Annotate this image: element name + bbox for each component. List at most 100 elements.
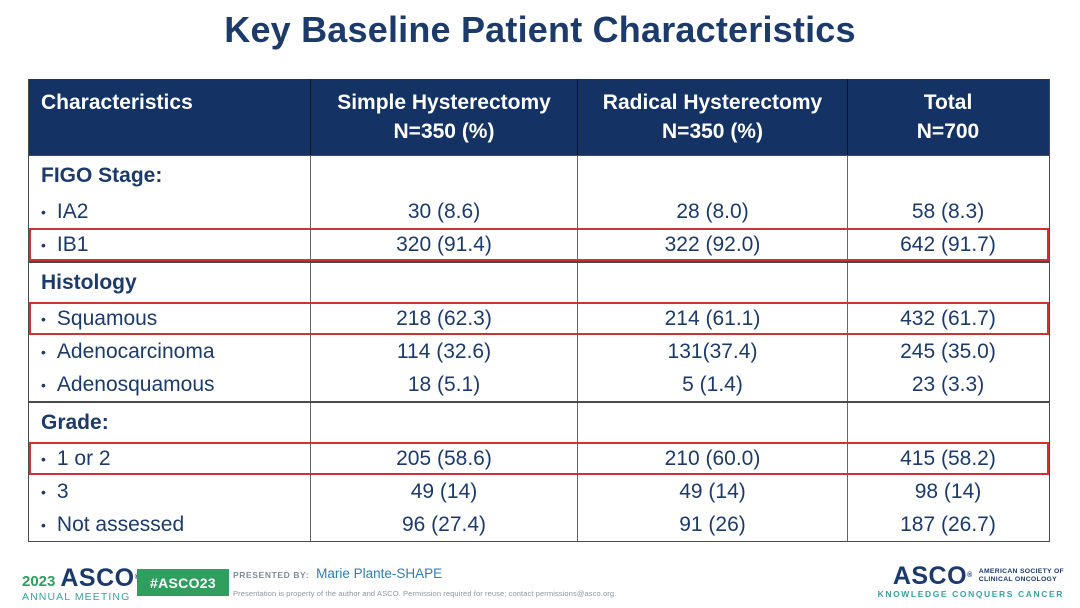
cell-characteristic: Grade: (29, 403, 311, 442)
society-name-line1: AMERICAN SOCIETY OF (978, 567, 1064, 575)
cell-value (848, 263, 1048, 302)
cell-value: 114 (32.6) (311, 335, 578, 368)
cell-value (311, 156, 578, 195)
cell-characteristic: • Not assessed (29, 508, 311, 541)
cell-characteristic: • 1 or 2 (29, 442, 311, 475)
table-section: FIGO Stage: • IA2 30 (8.6) 28 (8.0) 58 (8.3) •… (29, 156, 1049, 261)
row-label: 1 or 2 (56, 446, 111, 470)
asco-wordmark-right: ASCO® (892, 562, 973, 590)
row-label: 3 (56, 479, 69, 503)
header-total: Total N=700 (848, 79, 1048, 155)
table-row: • Not assessed 96 (27.4) 91 (26) 187 (26.7) (29, 508, 1049, 541)
row-label: Adenosquamous (56, 372, 215, 396)
header-characteristics: Characteristics (29, 79, 311, 155)
cell-characteristic: • IB1 (29, 228, 311, 261)
header-radical-line1: Radical Hysterectomy (602, 91, 823, 114)
header-total-line1: Total (923, 91, 973, 114)
table-section: Grade: • 1 or 2 205 (58.6) 210 (60.0) 415 (58… (29, 401, 1049, 541)
disclaimer-text: Presentation is property of the author a… (233, 589, 617, 598)
cell-characteristic: • Squamous (29, 302, 311, 335)
cell-value (848, 156, 1048, 195)
cell-value: 91 (26) (578, 508, 848, 541)
cell-value: 415 (58.2) (900, 446, 996, 470)
society-name: AMERICAN SOCIETY OF CLINICAL ONCOLOGY (979, 568, 1064, 585)
header-simple-line2: N=350 (%) (393, 120, 495, 143)
hashtag-badge: #ASCO23 (137, 569, 229, 596)
slide-title: Key Baseline Patient Characteristics (224, 9, 856, 50)
cell-value (848, 403, 1048, 442)
cell-value: 30 (8.6) (311, 195, 578, 228)
cell-value: 23 (3.3) (911, 372, 985, 396)
section-label-row: Histology (29, 263, 1049, 302)
cell-characteristic: Histology (29, 263, 311, 302)
cell-value: 245 (35.0) (900, 339, 996, 363)
cell-characteristic: • 3 (29, 475, 311, 508)
bullet-icon: • (41, 483, 46, 500)
cell-value: 96 (27.4) (311, 508, 578, 541)
table-row: • Adenosquamous 18 (5.1) 5 (1.4) 23 (3.3) (29, 368, 1049, 401)
table-row: • Adenocarcinoma 114 (32.6) 131(37.4) 245 (3… (29, 335, 1049, 368)
table-section: Histology • Squamous 218 (62.3) 214 (61.1) 43… (29, 261, 1049, 401)
bullet-icon: • (41, 376, 46, 393)
cell-value: 28 (8.0) (578, 195, 848, 228)
bullet-icon: • (41, 343, 46, 360)
cell-characteristic: • Adenocarcinoma (29, 335, 311, 368)
row-label: Adenocarcinoma (56, 339, 215, 363)
table-row: • IA2 30 (8.6) 28 (8.0) 58 (8.3) (29, 195, 1049, 228)
cell-value (578, 403, 848, 442)
presented-by-block: PRESENTED BY: Marie Plante-SHAPE (233, 566, 442, 581)
cell-value (311, 263, 578, 302)
characteristics-table: Characteristics Simple Hysterectomy N=35… (28, 79, 1050, 542)
cell-value: 49 (14) (578, 475, 848, 508)
presenter-name: Marie Plante-SHAPE (316, 566, 443, 581)
cell-value: 5 (1.4) (578, 368, 848, 401)
cell-value: 131(37.4) (578, 335, 848, 368)
table-row: • Squamous 218 (62.3) 214 (61.1) 432 (61.7) (29, 302, 1049, 335)
table-row: • IB1 320 (91.4) 322 (92.0) 642 (91.7) (29, 228, 1049, 261)
cell-value: 205 (58.6) (311, 442, 578, 475)
cell-value: 187 (26.7) (900, 512, 996, 536)
cell-value: 18 (5.1) (311, 368, 578, 401)
cell-value: 642 (91.7) (900, 232, 996, 256)
cell-value (311, 403, 578, 442)
table-header-row: Characteristics Simple Hysterectomy N=35… (29, 79, 1049, 156)
asco-society-logo: ASCO® AMERICAN SOCIETY OF CLINICAL ONCOL… (877, 562, 1064, 600)
cell-value: 98 (14) (914, 479, 982, 503)
asco-tagline: KNOWLEDGE CONQUERS CANCER (877, 589, 1064, 599)
cell-value: 58 (8.3) (911, 199, 985, 223)
section-label-row: FIGO Stage: (29, 156, 1049, 195)
header-simple-line1: Simple Hysterectomy (337, 91, 551, 114)
header-radical-line2: N=350 (%) (662, 120, 763, 143)
table-row: • 3 49 (14) 49 (14) 98 (14) (29, 475, 1049, 508)
society-name-line2: CLINICAL ONCOLOGY (978, 576, 1057, 583)
table-row: • 1 or 2 205 (58.6) 210 (60.0) 415 (58.2) (29, 442, 1049, 475)
asco-society-logo-top: ASCO® AMERICAN SOCIETY OF CLINICAL ONCOL… (878, 562, 1064, 590)
cell-characteristic: • Adenosquamous (29, 368, 311, 401)
table-body: FIGO Stage: • IA2 30 (8.6) 28 (8.0) 58 (8.3) •… (29, 156, 1049, 541)
meeting-year: 2023 (22, 573, 56, 590)
presented-by-label: PRESENTED BY: (233, 570, 310, 580)
header-simple-hysterectomy: Simple Hysterectomy N=350 (%) (311, 79, 578, 155)
header-radical-hysterectomy: Radical Hysterectomy N=350 (%) (578, 79, 848, 155)
row-label: IA2 (56, 199, 89, 223)
cell-characteristic: FIGO Stage: (29, 156, 311, 195)
cell-value (578, 156, 848, 195)
bullet-icon: • (41, 310, 46, 327)
cell-value (578, 263, 848, 302)
header-total-line2: N=700 (916, 120, 980, 143)
cell-characteristic: • IA2 (29, 195, 311, 228)
asco-wordmark-left: ASCO® (60, 566, 140, 591)
cell-value: 322 (92.0) (578, 228, 848, 261)
annual-meeting-logo-top: 2023 ASCO® (22, 566, 140, 591)
registered-mark-icon: ® (967, 572, 973, 579)
bullet-icon: • (41, 450, 46, 467)
row-label: IB1 (56, 232, 89, 256)
cell-value: 210 (60.0) (578, 442, 848, 475)
cell-value: 214 (61.1) (578, 302, 848, 335)
bullet-icon: • (41, 236, 46, 253)
cell-value: 432 (61.7) (900, 306, 996, 330)
row-label: Squamous (56, 306, 158, 330)
meeting-name: ANNUAL MEETING (22, 591, 131, 603)
row-label: Not assessed (56, 512, 185, 536)
